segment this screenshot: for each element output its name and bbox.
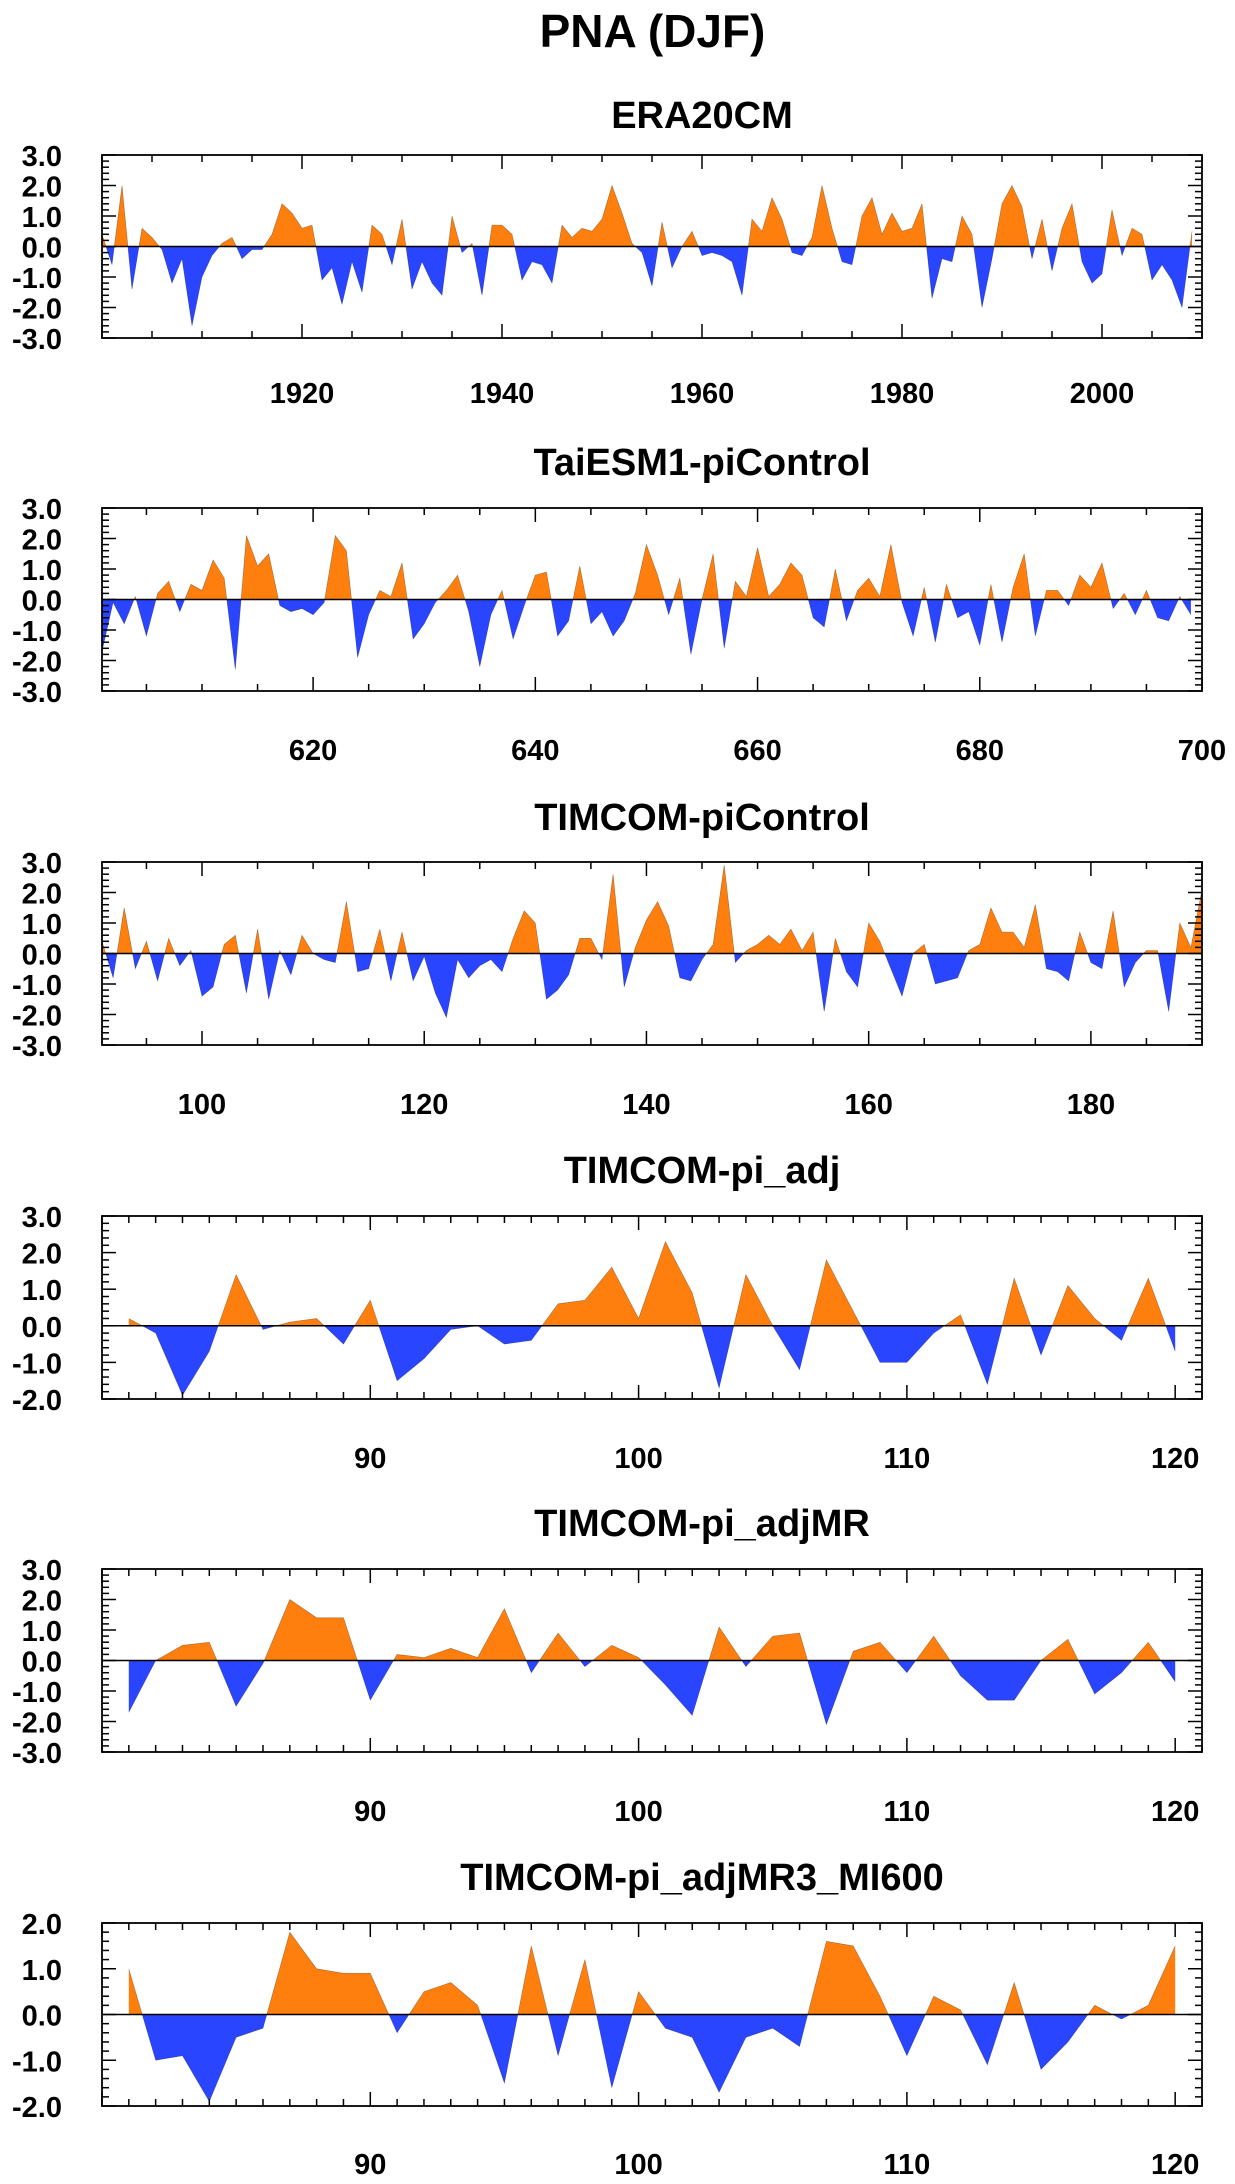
y-tick-label: -2.0	[12, 1001, 62, 1033]
x-tick-label: 160	[844, 1089, 892, 1121]
positive-area	[102, 185, 1192, 247]
chart-panel-6: TIMCOM-pi_adjMR3_MI600 2.0 1.0 0.0 -1.0 -2.0 9…	[12, 1857, 1203, 2181]
y-tick-label: 0.0	[22, 233, 62, 265]
x-tick-label: 120	[1151, 1443, 1199, 1475]
panel-title: ERA20CM	[611, 95, 793, 137]
y-tick-label: 0.0	[22, 586, 62, 618]
x-tick-label: 90	[354, 1443, 386, 1475]
chart-panel-1: ERA20CM 3.02.01.00.0-1.0-2.0-3.0 1920 1940 1…	[12, 95, 1203, 410]
y-tick-label: 3.0	[22, 1555, 62, 1587]
x-tick-label: 1960	[670, 378, 735, 410]
y-tick-label: -3.0	[12, 677, 62, 709]
negative-area	[105, 953, 1176, 1018]
y-tick-label: -1.0	[12, 1677, 62, 1709]
series-line	[128, 1240, 1176, 1396]
y-tick-label: 3.0	[22, 141, 62, 173]
y-tick-label: 0.0	[22, 1647, 62, 1679]
y-tick-label: -2.0	[12, 294, 62, 326]
y-tick-label: 2.0	[22, 1909, 62, 1941]
chart-panel-2: TaiESM1-piControl 3.02.01.00.0-1.0-2.0-3.…	[12, 442, 1226, 767]
x-tick-label: 100	[614, 1443, 662, 1475]
y-tick-label: 0.0	[22, 1312, 62, 1344]
negative-area	[106, 246, 1190, 326]
negative-area	[102, 599, 1191, 670]
x-tick-label: 100	[178, 1089, 226, 1121]
panel-title: TIMCOM-pi_adjMR3_MI600	[460, 1857, 944, 1899]
y-tick-label: 2.0	[22, 172, 62, 204]
y-tick-label: -2.0	[12, 1385, 62, 1417]
y-tick-label: 2.0	[22, 1586, 62, 1618]
panel-title: TIMCOM-piControl	[534, 797, 870, 839]
series-line	[101, 534, 1192, 670]
positive-area	[102, 865, 1202, 954]
y-tick-label: 2.0	[22, 1239, 62, 1271]
panel-title: TaiESM1-piControl	[533, 442, 870, 484]
x-tick-label: 110	[883, 1796, 930, 1828]
x-tick-label: 700	[1178, 735, 1226, 767]
x-tick-label: 660	[733, 735, 781, 767]
y-tick-label: 1.0	[22, 555, 62, 587]
negative-area	[142, 1325, 1176, 1396]
y-tick-label: 2.0	[22, 879, 62, 911]
x-tick-label: 120	[400, 1089, 448, 1121]
x-tick-label: 100	[614, 2149, 662, 2181]
y-tick-label: -1.0	[12, 1348, 62, 1380]
y-tick-label: 1.0	[22, 1275, 62, 1307]
plot-frame	[101, 1215, 1203, 1400]
x-tick-label: 1940	[470, 378, 535, 410]
y-tick-label: 1.0	[22, 909, 62, 941]
y-tick-label: 0.0	[22, 940, 62, 972]
y-tick-label: 1.0	[22, 1955, 62, 1987]
series-line	[101, 184, 1193, 326]
y-tick-label: 3.0	[22, 1202, 62, 1234]
series-line	[101, 864, 1203, 1019]
x-tick-label: 120	[1151, 1796, 1199, 1828]
negative-area	[128, 1660, 1176, 1725]
page-title: PNA (DJF)	[539, 5, 766, 57]
x-tick-label: 1920	[270, 378, 335, 410]
y-tick-label: -2.0	[12, 1708, 62, 1740]
y-tick-label: -3.0	[12, 1031, 62, 1063]
y-tick-label: -1.0	[12, 970, 62, 1002]
x-tick-label: 1980	[870, 378, 935, 410]
series-line	[128, 1931, 1176, 2103]
y-tick-label: 2.0	[22, 525, 62, 557]
chart-panel-4: TIMCOM-pi_adj 3.0 2.0 1.0 0.0 -1.0 -2.0 90 100 11…	[12, 1150, 1203, 1475]
negative-area	[142, 2014, 1131, 2102]
x-tick-label: 90	[354, 2149, 386, 2181]
x-tick-label: 100	[614, 1796, 662, 1828]
x-tick-label: 140	[622, 1089, 670, 1121]
x-tick-label: 120	[1151, 2149, 1199, 2181]
series-line	[128, 1599, 1176, 1726]
x-tick-label: 110	[883, 1443, 930, 1475]
y-tick-label: 1.0	[22, 1616, 62, 1648]
y-tick-label: -1.0	[12, 263, 62, 295]
y-tick-label: 0.0	[22, 2001, 62, 2033]
y-tick-label: -2.0	[12, 2092, 62, 2124]
y-tick-label: -2.0	[12, 647, 62, 679]
chart-panel-3: TIMCOM-piControl 3.02.01.00.0-1.0-2.0-3.0…	[12, 797, 1203, 1121]
y-tick-label: -3.0	[12, 1738, 62, 1770]
chart-panel-5: TIMCOM-pi_adjMR 3.02.01.00.0-1.0-2.0-3.0 9…	[12, 1503, 1203, 1828]
positive-area	[128, 1932, 1176, 2015]
y-tick-label: 3.0	[22, 494, 62, 526]
x-tick-label: 680	[956, 735, 1004, 767]
x-tick-label: 620	[289, 735, 337, 767]
x-tick-label: 180	[1067, 1089, 1115, 1121]
y-tick-label: -1.0	[12, 616, 62, 648]
x-tick-label: 2000	[1070, 378, 1135, 410]
y-tick-label: -3.0	[12, 324, 62, 356]
x-tick-label: 110	[883, 2149, 930, 2181]
panel-title: TIMCOM-pi_adjMR	[534, 1503, 870, 1545]
panel-title: TIMCOM-pi_adj	[564, 1150, 841, 1192]
x-tick-label: 640	[511, 735, 559, 767]
y-tick-label: 3.0	[22, 848, 62, 880]
x-tick-label: 90	[354, 1796, 386, 1828]
positive-area	[155, 1599, 1161, 1661]
y-tick-label: 1.0	[22, 202, 62, 234]
positive-area	[128, 1241, 1166, 1326]
y-tick-label: -1.0	[12, 2046, 62, 2078]
positive-area	[134, 535, 1182, 600]
